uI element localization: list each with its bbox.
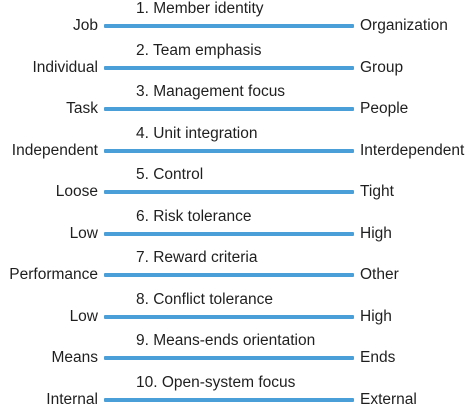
dimension-title: 1. Member identity <box>136 0 264 17</box>
right-pole-label: High <box>360 307 392 325</box>
dimension-title: 3. Management focus <box>136 83 286 100</box>
dimension-row: 3. Management focus Task People <box>0 83 475 125</box>
left-pole-label: Job <box>73 17 98 34</box>
right-pole-label: Organization <box>360 17 448 34</box>
left-pole-label: Loose <box>55 183 98 200</box>
dimension-row: 8. Conflict tolerance Low High <box>0 291 475 333</box>
right-pole-label: External <box>360 390 417 408</box>
right-pole-label: High <box>360 224 392 242</box>
dimension-title: 10. Open-system focus <box>136 373 296 391</box>
dimension-scale-bar <box>104 397 354 402</box>
left-pole-label: Task <box>66 100 98 117</box>
right-pole-label: People <box>360 100 409 117</box>
dimension-scale-bar <box>104 273 354 277</box>
left-pole-label: Low <box>69 307 98 325</box>
right-pole-label: Interdependent <box>360 141 465 159</box>
dimension-title: 8. Conflict tolerance <box>136 290 273 308</box>
left-pole-label: Low <box>69 224 98 242</box>
dimension-scale-bar <box>104 24 354 28</box>
dimension-row: 1. Member identity Job Organization <box>0 0 475 42</box>
dimension-title: 6. Risk tolerance <box>136 207 252 225</box>
right-pole-label: Other <box>360 266 399 283</box>
dimension-row: 2. Team emphasis Individual Group <box>0 42 475 84</box>
dimension-scale-bar <box>104 190 354 194</box>
dimension-scale-bar <box>104 356 354 360</box>
dimension-row: 5. Control Loose Tight <box>0 166 475 208</box>
right-pole-label: Tight <box>360 183 394 200</box>
dimension-row: 4. Unit integration Independent Interdep… <box>0 125 475 167</box>
dimension-row: 10. Open-system focus Internal External <box>0 374 475 416</box>
dimension-title: 7. Reward criteria <box>136 249 258 266</box>
dimension-title: 2. Team emphasis <box>136 41 262 59</box>
left-pole-label: Means <box>51 349 98 366</box>
dimension-scale-bar <box>104 231 354 236</box>
left-pole-label: Internal <box>46 390 98 408</box>
dimension-row: 7. Reward criteria Performance Other <box>0 249 475 291</box>
dimension-title: 4. Unit integration <box>136 124 258 142</box>
dimension-row: 9. Means-ends orientation Means Ends <box>0 332 475 374</box>
right-pole-label: Group <box>360 58 404 76</box>
left-pole-label: Individual <box>32 58 99 76</box>
dimension-scale-bar <box>104 65 354 70</box>
right-pole-label: Ends <box>360 349 396 366</box>
dimension-title: 5. Control <box>136 166 204 183</box>
dimension-scale-bar <box>104 148 354 153</box>
dimension-scale-bar <box>104 107 354 111</box>
left-pole-label: Performance <box>9 266 98 283</box>
left-pole-label: Independent <box>11 141 98 159</box>
dimension-title: 9. Means-ends orientation <box>136 332 316 349</box>
dimension-row: 6. Risk tolerance Low High <box>0 208 475 250</box>
dimension-scale-bar <box>104 314 354 319</box>
